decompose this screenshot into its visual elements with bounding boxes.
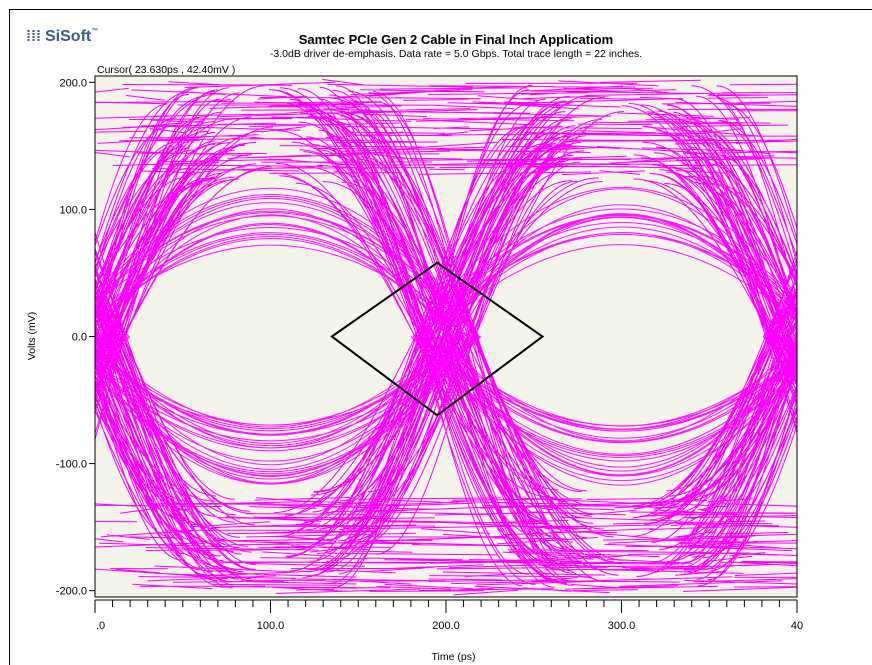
- sisoft-logo-mark-icon: ⁞⁞⁞: [26, 28, 41, 45]
- y-axis: 200.0 100.0 0.0 -100.0 -200.0: [56, 77, 95, 598]
- y-tick-label: -100.0: [56, 459, 87, 471]
- y-tick-label: 200.0: [59, 77, 87, 89]
- x-tick-label: 300.0: [608, 620, 636, 632]
- y-axis-label: Volts (mV): [26, 311, 38, 361]
- x-tick-label: .0: [96, 620, 105, 632]
- cursor-readout: Cursor( 23.630ps , 42.40mV ): [97, 64, 236, 76]
- y-tick-label: -200.0: [56, 586, 87, 598]
- y-tick-label: 100.0: [59, 204, 87, 216]
- logo-trademark: ™: [91, 28, 99, 35]
- x-tick-label: 40: [791, 620, 803, 632]
- x-tick-label: 100.0: [257, 620, 285, 632]
- y-tick-label: 0.0: [72, 332, 87, 344]
- eye-mask: [330, 261, 545, 417]
- eye-boundary-traces: [95, 187, 797, 486]
- x-axis: .0 100.0 200.0 300.0 40: [94, 599, 803, 632]
- x-axis-label: Time (ps): [431, 651, 476, 663]
- sisoft-logo: ⁞⁞⁞ SiSoft™: [26, 28, 98, 46]
- eye-mask-polygon: [330, 261, 545, 417]
- chart-subtitle: -3.0dB driver de-emphasis. Data rate = 5…: [269, 48, 643, 60]
- eye-traces: [95, 78, 797, 596]
- x-tick-label: 200.0: [432, 620, 460, 632]
- chart-title: Samtec PCIe Gen 2 Cable in Final Inch Ap…: [298, 32, 614, 47]
- logo-text: SiSoft: [45, 28, 92, 45]
